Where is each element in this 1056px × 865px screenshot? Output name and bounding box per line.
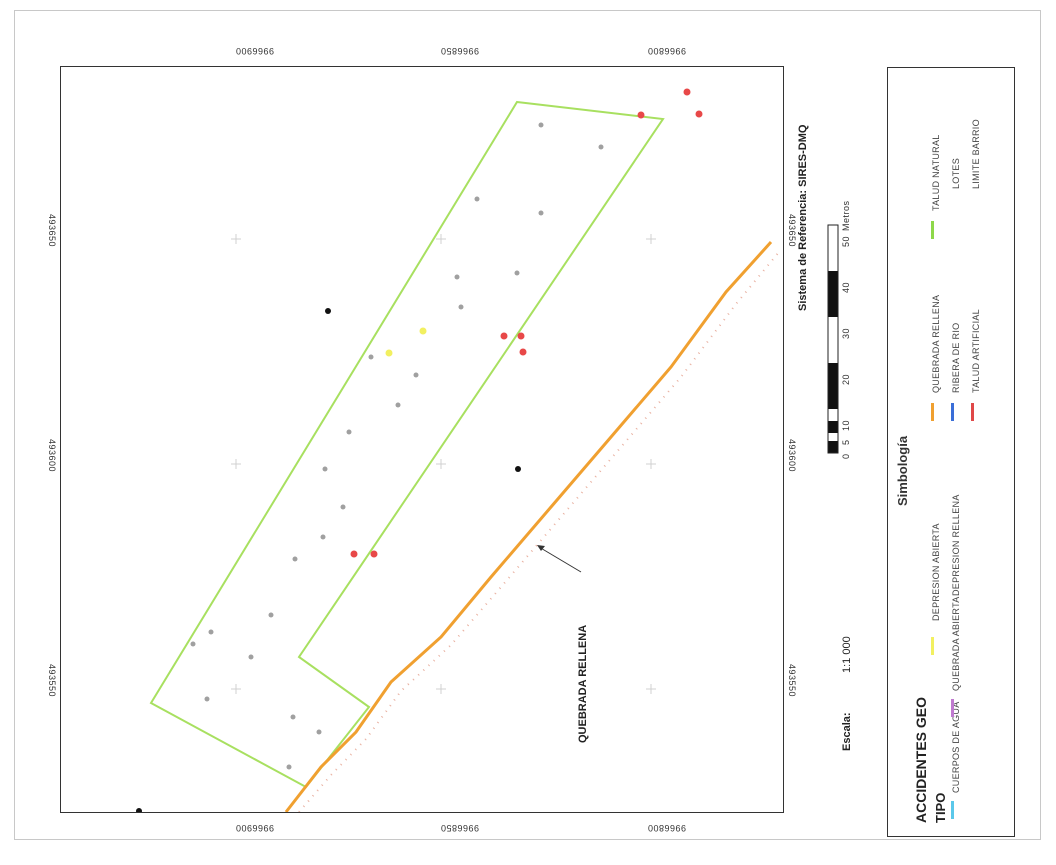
legend — [887, 67, 1015, 837]
legend-depresion-rellena: DEPRESION RELLENA — [951, 494, 961, 596]
legend-quebrada-rellena: QUEBRADA RELLENA — [931, 294, 941, 393]
red-points — [350, 88, 703, 558]
legend-ribera-rio: RIBERA DE RIO — [951, 322, 961, 393]
legend-title: Simbología — [895, 435, 910, 506]
scale-tick-20: 20 — [841, 373, 851, 385]
annotation-arrowhead — [537, 545, 545, 551]
black-points — [136, 308, 521, 812]
legend-talud-natural: TALUD NATURAL — [931, 134, 941, 211]
scale-tick-40: 40 — [841, 281, 851, 293]
left-tick-3: 493550 — [47, 664, 57, 698]
legend-lotes: LOTES — [951, 157, 961, 189]
swatch-quebrada-abierta — [951, 699, 954, 717]
swatch-ribera-rio — [951, 403, 954, 421]
swatch-talud-artificial — [971, 403, 974, 421]
lote-boundary — [149, 100, 665, 789]
legend-tipo-title: TIPO — [933, 792, 948, 823]
annotation-leader — [538, 546, 582, 573]
annotation-label: QUEBRADA RELLENA — [577, 624, 589, 743]
swatch-depresion-abierta — [931, 637, 934, 655]
legend-accidentes-title: ACCIDENTES GEO — [913, 696, 929, 823]
grid-crosses — [231, 234, 656, 694]
scale-tick-5: 5 — [841, 439, 851, 445]
scale-bar — [827, 224, 839, 454]
scale-tick-50: 50 — [841, 235, 851, 247]
legend-depresion-abierta: DEPRESION ABIERTA — [931, 523, 941, 621]
swatch-talud-natural — [931, 221, 934, 239]
yellow-points — [385, 327, 427, 357]
swatch-cuerpos-agua — [951, 801, 954, 819]
scale-unit: Metros — [841, 200, 851, 231]
right-tick-3: 493550 — [787, 664, 797, 698]
bottom-tick-2: 9966850 — [440, 823, 479, 833]
scale-label: Escala: — [841, 712, 853, 751]
scale-value: 1:1 000 — [841, 636, 853, 673]
top-tick-1: 9966900 — [235, 46, 274, 56]
quebrada-rellena-line — [284, 240, 773, 812]
top-tick-3: 9966800 — [647, 46, 686, 56]
bottom-tick-1: 9966900 — [235, 823, 274, 833]
scale-tick-10: 10 — [841, 419, 851, 431]
reference-system-label: Sistema de Referencia: SIRES-DMQ — [797, 124, 809, 311]
map-sheet: QUEBRADA RELLENA 9966900 9966850 9966800… — [14, 10, 1041, 840]
swatch-quebrada-rellena — [931, 403, 934, 421]
legend-limite-barrio: LIMITE BARRIO — [971, 119, 981, 189]
legend-quebrada-abierta: QUEBRADA ABIERTA — [951, 596, 961, 692]
bottom-tick-3: 9966800 — [647, 823, 686, 833]
top-tick-2: 9966850 — [440, 46, 479, 56]
left-tick-2: 493600 — [47, 439, 57, 473]
scale-tick-30: 30 — [841, 327, 851, 339]
quebrada-hatch — [298, 251, 780, 812]
legend-talud-artificial: TALUD ARTIFICIAL — [971, 309, 981, 393]
grey-points — [190, 122, 604, 770]
map-frame[interactable]: QUEBRADA RELLENA — [60, 66, 784, 813]
left-tick-1: 493650 — [47, 214, 57, 248]
scale-tick-0: 0 — [841, 453, 851, 459]
map-canvas[interactable] — [61, 67, 783, 812]
right-tick-2: 493600 — [787, 439, 797, 473]
right-tick-1: 493650 — [787, 214, 797, 248]
